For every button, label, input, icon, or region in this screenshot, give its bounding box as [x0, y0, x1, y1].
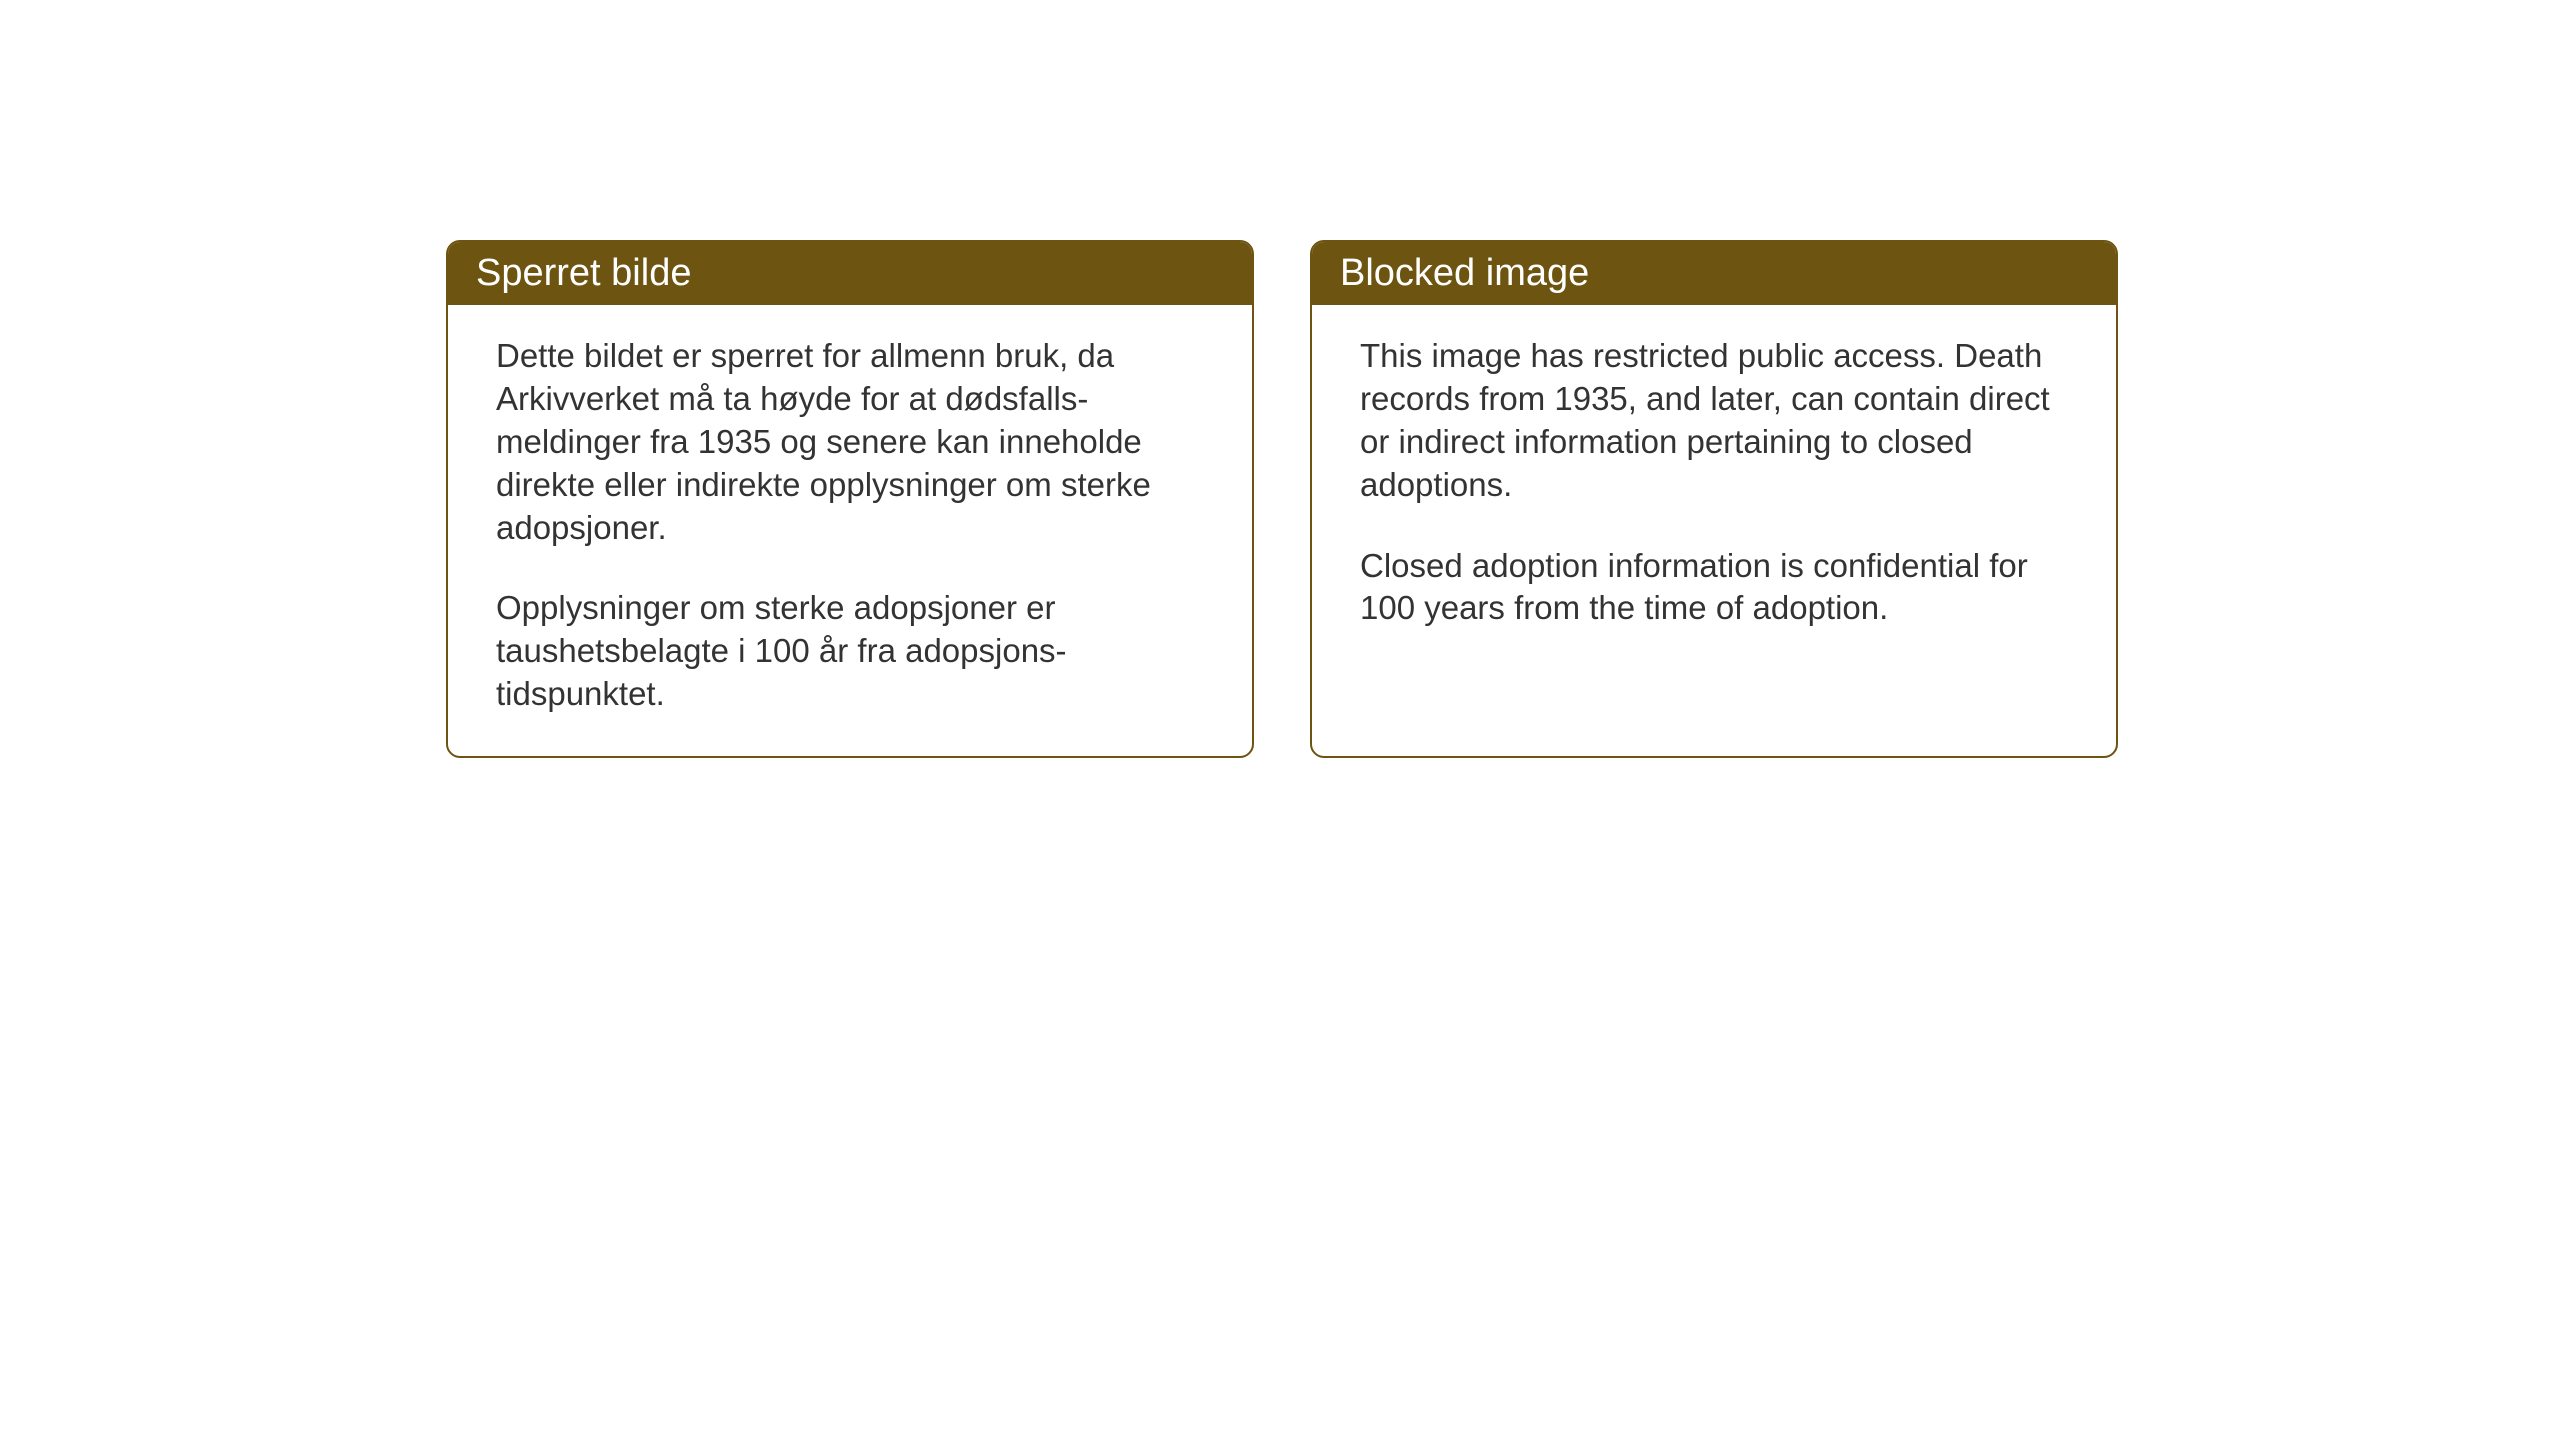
card-header-norwegian: Sperret bilde — [448, 242, 1252, 305]
card-title-norwegian: Sperret bilde — [476, 252, 691, 294]
card-paragraph-2-norwegian: Opplysninger om sterke adopsjoner er tau… — [496, 587, 1204, 716]
card-paragraph-1-english: This image has restricted public access.… — [1360, 335, 2068, 507]
card-paragraph-1-norwegian: Dette bildet er sperret for allmenn bruk… — [496, 335, 1204, 549]
notice-cards-container: Sperret bilde Dette bildet er sperret fo… — [446, 240, 2118, 758]
notice-card-norwegian: Sperret bilde Dette bildet er sperret fo… — [446, 240, 1254, 758]
card-paragraph-2-english: Closed adoption information is confident… — [1360, 545, 2068, 631]
card-title-english: Blocked image — [1340, 252, 1589, 294]
notice-card-english: Blocked image This image has restricted … — [1310, 240, 2118, 758]
card-header-english: Blocked image — [1312, 242, 2116, 305]
card-body-norwegian: Dette bildet er sperret for allmenn bruk… — [448, 305, 1252, 756]
card-body-english: This image has restricted public access.… — [1312, 305, 2116, 670]
